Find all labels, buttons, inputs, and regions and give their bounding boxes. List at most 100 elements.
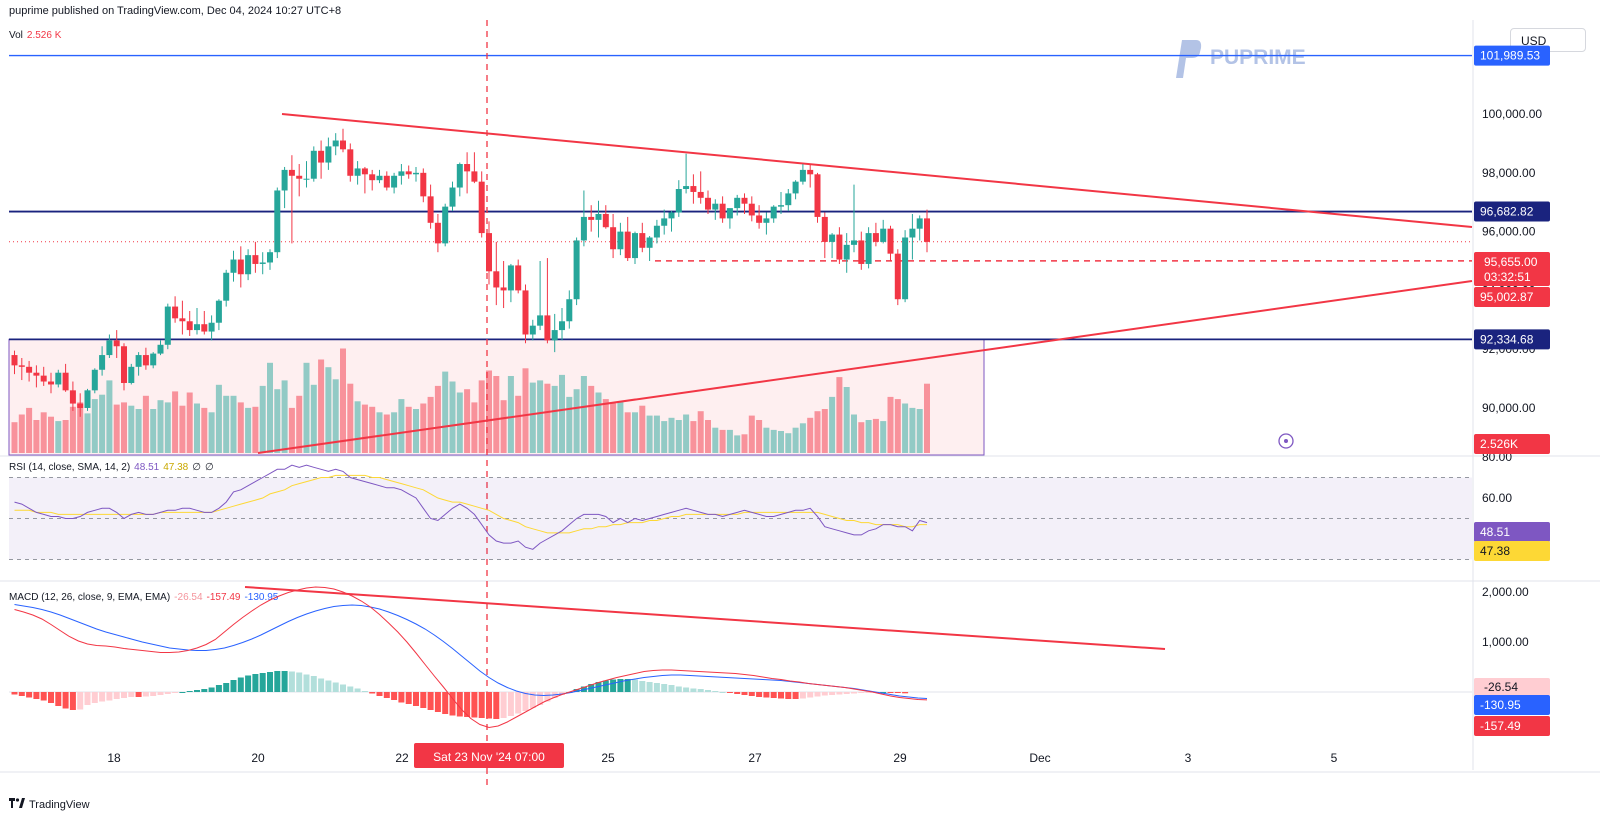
volume-bar — [887, 396, 894, 453]
macd-histogram-bar — [902, 692, 909, 694]
volume-bar — [434, 385, 441, 453]
macd-histogram-bar — [639, 681, 646, 692]
volume-bar — [325, 367, 332, 453]
candle-body — [471, 171, 478, 182]
macd-histogram-bar — [719, 692, 726, 693]
macd-legend-macd: -157.49 — [206, 592, 241, 603]
volume-bar — [829, 396, 836, 453]
volume-bar — [807, 417, 814, 453]
candle-body — [690, 186, 697, 192]
price-axis-tick: 96,000.00 — [1482, 225, 1536, 239]
candle-body — [924, 218, 930, 242]
volume-bar — [405, 406, 412, 453]
macd-histogram-bar — [712, 691, 719, 692]
candle-body — [434, 222, 441, 244]
macd-histogram-bar — [522, 692, 529, 711]
volume-axis-label: 2.526K — [1480, 437, 1518, 451]
volume-bar — [464, 389, 471, 453]
volume-bar — [661, 421, 668, 453]
candle-body — [427, 196, 434, 223]
macd-histogram-bar — [245, 675, 252, 692]
volume-bar — [726, 429, 733, 453]
volume-bar — [894, 399, 901, 453]
candle-body — [624, 231, 631, 259]
rsi-sma-line — [14, 474, 927, 534]
volume-bar — [756, 420, 763, 453]
volume-bar — [215, 384, 222, 453]
volume-bar — [26, 407, 33, 453]
volume-bar — [851, 414, 857, 453]
macd-histogram-bar — [69, 692, 76, 710]
candle-body — [566, 299, 573, 322]
candle-body — [179, 318, 186, 322]
time-axis-tick: 25 — [601, 751, 615, 765]
candle-body — [902, 237, 909, 300]
candle-body — [62, 372, 69, 391]
candle-body — [632, 233, 638, 259]
candle-body — [354, 168, 361, 176]
volume-bar — [610, 403, 617, 453]
volume-bar — [135, 409, 142, 453]
candle-body — [500, 287, 507, 291]
volume-bar — [872, 418, 879, 453]
puprime-logo-text: PUPRIME — [1210, 46, 1306, 69]
volume-bar — [310, 384, 317, 453]
volume-bar — [836, 377, 843, 453]
candle-body — [288, 169, 295, 176]
macd-histogram-bar — [865, 692, 872, 693]
macd-histogram-bar — [391, 692, 398, 700]
volume-bar — [106, 380, 113, 453]
crosshair-time-label-bg — [414, 743, 564, 768]
macd-histogram-bar — [471, 692, 478, 718]
descending-trendline — [281, 113, 1473, 228]
volume-bar — [186, 392, 193, 453]
volume-bar — [201, 407, 208, 453]
candle-body — [274, 190, 281, 253]
rsi-axis-tick: 60.00 — [1482, 491, 1512, 505]
volume-bar — [340, 348, 346, 453]
volume-bar — [632, 412, 638, 453]
macd-histogram-bar — [632, 679, 638, 692]
volume-bar — [471, 402, 478, 453]
volume-bar — [734, 435, 741, 453]
price-label-95002-bg — [1474, 287, 1550, 307]
candle-body — [303, 178, 310, 180]
candle-body — [164, 306, 171, 345]
macd-histogram-bar — [121, 692, 127, 698]
candle-body — [763, 218, 770, 223]
volume-bar — [91, 399, 98, 453]
macd-histogram-bar — [449, 692, 456, 716]
macd-histogram-bar — [814, 692, 821, 697]
volume-bar — [194, 403, 200, 453]
candle-body — [391, 175, 398, 188]
volume-bar — [449, 381, 456, 453]
macd-histogram-bar — [887, 692, 894, 693]
volume-bar — [369, 406, 376, 453]
macd-histogram-bar — [369, 692, 376, 694]
macd-histogram-bar — [259, 673, 266, 692]
macd-histogram-bar — [420, 692, 427, 708]
volume-bar — [493, 376, 500, 453]
volume-bar — [142, 395, 149, 453]
macd-histogram-bar — [851, 692, 857, 694]
candle-body — [661, 218, 668, 226]
macd-histogram-bar — [91, 692, 98, 703]
volume-bar — [223, 395, 230, 453]
macd-histogram-bar — [690, 688, 697, 692]
candle-body — [142, 355, 149, 366]
rsi-legend-sma: 47.38 — [163, 462, 189, 473]
volume-bar — [33, 420, 40, 453]
volume-bar — [456, 392, 463, 453]
candle-body — [617, 231, 624, 250]
macd-histogram-bar — [135, 692, 142, 697]
candle-body — [799, 169, 806, 182]
candle-body — [69, 390, 76, 404]
macd-histogram-bar — [215, 685, 222, 692]
candle-body — [150, 353, 157, 366]
candle-body — [135, 355, 142, 367]
volume-bar — [880, 421, 887, 453]
macd-histogram-bar — [325, 680, 332, 692]
candle-body — [18, 365, 25, 367]
candle-body — [602, 213, 609, 228]
